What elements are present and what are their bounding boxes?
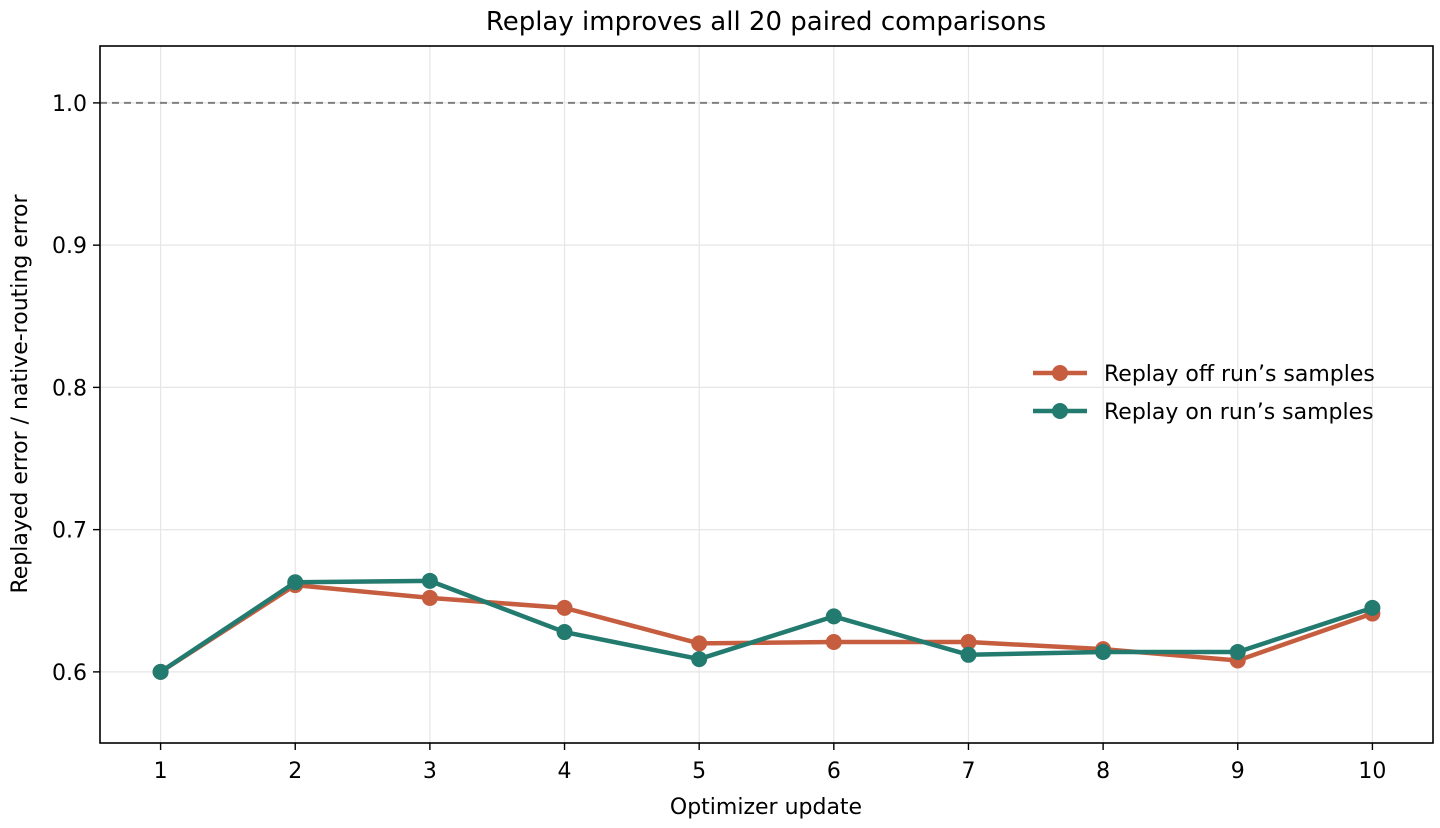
legend-swatch-marker-replay-on [1052,403,1068,419]
legend-swatch-marker-replay-off [1052,365,1068,381]
grid-lines [100,46,1433,743]
x-axis-label: Optimizer update [670,795,862,820]
x-tick-label-10: 10 [1358,759,1386,784]
point-replay-off-6 [825,634,842,651]
point-replay-on-4 [556,624,573,641]
point-replay-off-5 [691,635,708,652]
legend-entry-replay-off: Replay off run’s samples [1033,362,1375,387]
point-replay-on-5 [691,651,708,668]
series-replay-on [152,572,1381,680]
point-replay-off-4 [556,599,573,616]
x-tick-label-2: 2 [288,759,302,784]
series-line-replay-off [159,582,1374,674]
legend-label-replay-off: Replay off run’s samples [1104,362,1375,387]
legend: Replay off run’s samples Replay on run’s… [1033,362,1375,425]
x-tick-label-8: 8 [1096,759,1110,784]
legend-entry-replay-on: Replay on run’s samples [1033,400,1374,425]
x-tick-label-4: 4 [558,759,572,784]
x-tick-label-1: 1 [154,759,168,784]
y-tick-label-0.6: 0.6 [52,661,87,686]
y-tick-label-0.9: 0.9 [52,234,87,259]
point-replay-off-7 [960,634,977,651]
chart-title: Replay improves all 20 paired comparison… [486,7,1046,37]
point-replay-on-8 [1095,643,1112,660]
legend-label-replay-on: Replay on run’s samples [1104,400,1374,425]
point-replay-on-3 [421,572,438,589]
series-line-replay-on [159,578,1374,674]
axes: 1 2 3 4 5 6 7 8 9 10 0.6 0.7 0.8 0.9 1.0 [52,92,1386,784]
point-replay-on-2 [287,574,304,591]
x-tick-label-5: 5 [692,759,706,784]
x-tick-label-9: 9 [1231,759,1245,784]
x-tick-label-6: 6 [827,759,841,784]
point-replay-on-7 [960,646,977,663]
series-replay-off [152,577,1381,680]
series-layer [152,572,1381,680]
point-replay-on-6 [825,608,842,625]
x-tick-label-3: 3 [423,759,437,784]
x-tick-label-7: 7 [961,759,975,784]
point-replay-off-3 [421,589,438,606]
point-replay-on-9 [1229,643,1246,660]
plot-area-frame [99,45,1434,744]
y-tick-label-0.8: 0.8 [52,376,87,401]
y-tick-label-0.7: 0.7 [52,519,87,544]
point-replay-on-10 [1364,599,1381,616]
point-replay-on-1 [152,663,169,680]
y-axis-label: Replayed error / native-routing error [8,194,33,594]
y-tick-label-1.0: 1.0 [52,92,87,117]
